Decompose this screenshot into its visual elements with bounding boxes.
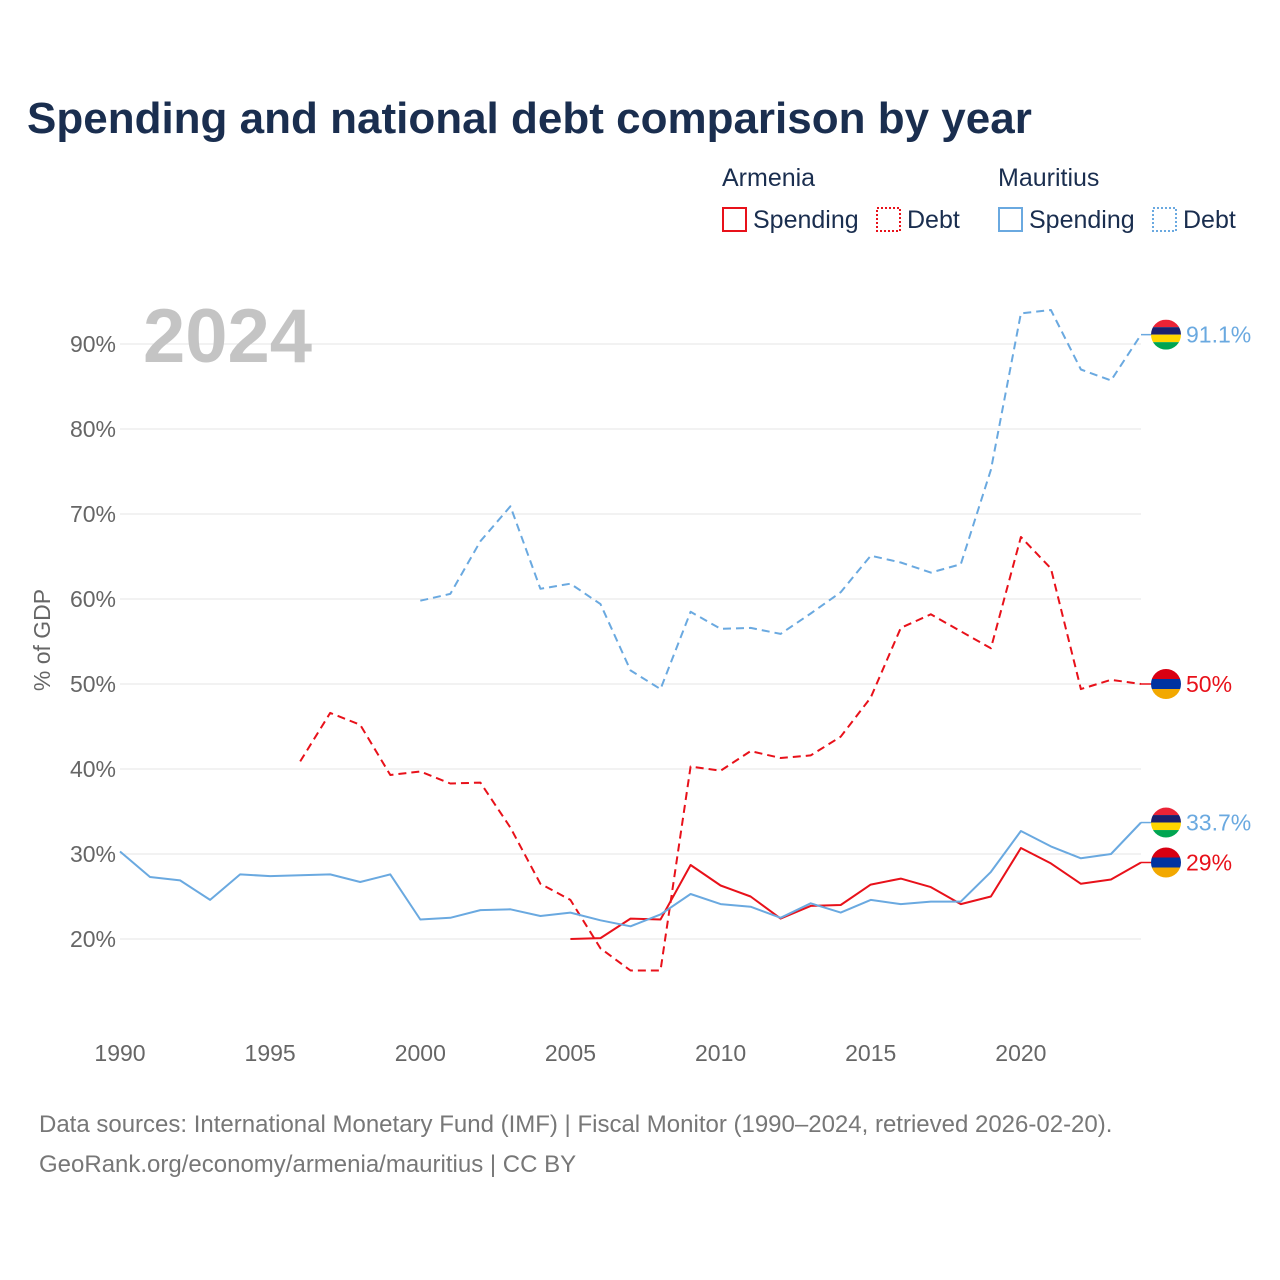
legend-mauritius-title: Mauritius (998, 164, 1099, 192)
x-tick-label: 2010 (695, 1040, 746, 1066)
end-value-label: 91.1% (1186, 322, 1251, 348)
armenia-flag-icon (1151, 669, 1181, 699)
year-watermark: 2024 (143, 294, 312, 379)
gridlines (120, 343, 1141, 940)
y-tick-label: 40% (70, 756, 116, 782)
y-tick-label: 60% (70, 586, 116, 612)
legend-mauritius-spending-label: Spending (1029, 206, 1135, 234)
legend-armenia-spending-swatch (722, 207, 747, 232)
y-axis-ticks: 20% 30% 40% 50% 60% 70% 80% 90% (70, 331, 116, 952)
legend-armenia-debt-swatch (876, 207, 901, 232)
x-tick-label: 2000 (395, 1040, 446, 1066)
y-tick-label: 90% (70, 331, 116, 357)
x-tick-label: 1995 (245, 1040, 296, 1066)
y-tick-label: 80% (70, 416, 116, 442)
armenia-flag-icon (1151, 847, 1181, 878)
x-tick-label: 2020 (995, 1040, 1046, 1066)
end-value-label: 29% (1186, 850, 1232, 876)
mauritius-flag-icon (1151, 319, 1181, 350)
end-markers: 29% 50% 33.7% 91.1% (1141, 319, 1251, 878)
y-tick-label: 70% (70, 501, 116, 527)
armenia-spending-line (570, 847, 1142, 940)
x-tick-label: 2005 (545, 1040, 596, 1066)
mauritius-spending-line (119, 821, 1142, 928)
legend-armenia-spending-label: Spending (753, 206, 859, 234)
legend-mauritius-debt-swatch (1152, 207, 1177, 232)
series-lines (119, 309, 1142, 972)
footer-credit: GeoRank.org/economy/armenia/mauritius | … (39, 1151, 576, 1178)
mauritius-debt-line (420, 309, 1142, 691)
x-tick-label: 1990 (94, 1040, 145, 1066)
y-tick-label: 50% (70, 671, 116, 697)
legend-mauritius-spending-swatch (998, 207, 1023, 232)
legend-armenia-title: Armenia (722, 164, 815, 192)
y-tick-label: 20% (70, 926, 116, 952)
end-value-label: 33.7% (1186, 810, 1251, 836)
x-axis-ticks: 1990 1995 2000 2005 2010 2015 2020 (94, 1040, 1046, 1066)
end-value-label: 50% (1186, 671, 1232, 697)
legend: Armenia Spending Debt Mauritius Spending… (722, 164, 1236, 234)
y-axis-label: % of GDP (29, 589, 55, 691)
y-tick-label: 30% (70, 841, 116, 867)
armenia-debt-line (299, 536, 1142, 972)
legend-mauritius-debt-label: Debt (1183, 206, 1236, 234)
mauritius-flag-icon (1151, 807, 1181, 838)
legend-armenia-debt-label: Debt (907, 206, 960, 234)
chart-title: Spending and national debt comparison by… (27, 94, 1032, 143)
x-tick-label: 2015 (845, 1040, 896, 1066)
footer-sources: Data sources: International Monetary Fun… (39, 1111, 1112, 1138)
